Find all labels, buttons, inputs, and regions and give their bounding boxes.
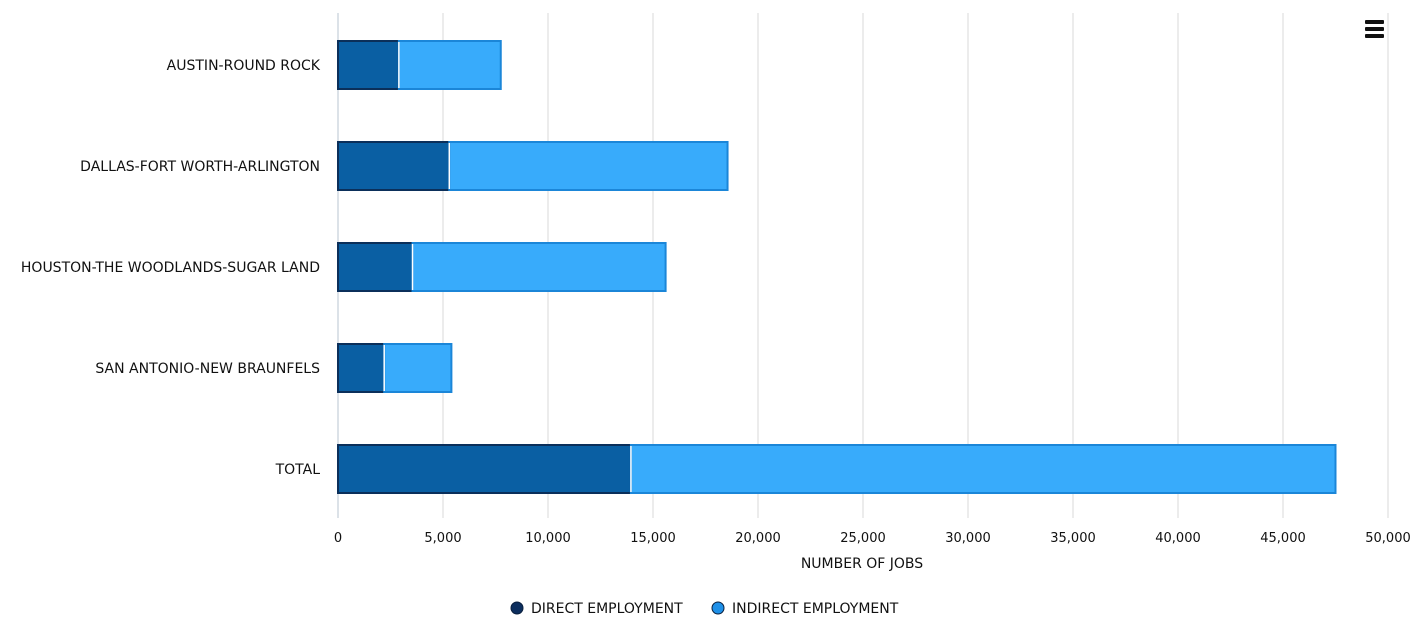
x-tick-label: 20,000 — [735, 531, 781, 546]
legend-label: DIRECT EMPLOYMENT — [531, 601, 683, 617]
menu-bar — [1365, 20, 1384, 24]
category-label: SAN ANTONIO-NEW BRAUNFELS — [95, 361, 320, 377]
bar-segment[interactable] — [448, 141, 729, 191]
menu-bar — [1365, 34, 1384, 38]
bar-segment[interactable] — [337, 242, 414, 292]
menu-bar — [1365, 27, 1384, 31]
x-tick-label: 0 — [334, 531, 342, 546]
x-tick-label: 35,000 — [1050, 531, 1096, 546]
bar-segment[interactable] — [397, 40, 502, 90]
x-tick-label: 30,000 — [945, 531, 991, 546]
x-tick-label: 50,000 — [1365, 531, 1411, 546]
bar-segment[interactable] — [337, 343, 386, 393]
x-axis-title: NUMBER OF JOBS — [801, 556, 923, 572]
bar-segment[interactable] — [337, 40, 400, 90]
x-tick-label: 15,000 — [630, 531, 676, 546]
legend[interactable]: DIRECT EMPLOYMENT INDIRECT EMPLOYMENT — [510, 601, 899, 617]
x-tick-label: 45,000 — [1260, 531, 1306, 546]
bar-segment[interactable] — [337, 141, 451, 191]
gridlines — [337, 13, 1389, 518]
x-tick-label: 40,000 — [1155, 531, 1201, 546]
x-tick-label: 10,000 — [525, 531, 571, 546]
legend-item[interactable]: INDIRECT EMPLOYMENT — [711, 601, 899, 617]
category-label: AUSTIN-ROUND ROCK — [167, 58, 321, 74]
bar-segment[interactable] — [629, 444, 1337, 494]
category-label: DALLAS-FORT WORTH-ARLINGTON — [80, 159, 320, 175]
category-labels: AUSTIN-ROUND ROCK DALLAS-FORT WORTH-ARLIN… — [21, 58, 321, 478]
x-axis-tick-labels: 0 5,000 10,000 15,000 20,000 25,000 30,000 35,0… — [334, 531, 1411, 546]
legend-marker — [711, 601, 725, 615]
legend-item[interactable]: DIRECT EMPLOYMENT — [510, 601, 683, 617]
hamburger-menu-icon[interactable] — [1360, 16, 1388, 42]
legend-label: INDIRECT EMPLOYMENT — [732, 601, 899, 617]
x-tick-label: 25,000 — [840, 531, 886, 546]
category-label: HOUSTON-THE WOODLANDS-SUGAR LAND — [21, 260, 320, 276]
bar-segment[interactable] — [411, 242, 667, 292]
category-label: TOTAL — [275, 462, 321, 478]
legend-marker — [510, 601, 524, 615]
bar-segment[interactable] — [383, 343, 453, 393]
bar-series — [337, 40, 1337, 494]
bar-segment[interactable] — [337, 444, 632, 494]
x-tick-label: 5,000 — [424, 531, 461, 546]
